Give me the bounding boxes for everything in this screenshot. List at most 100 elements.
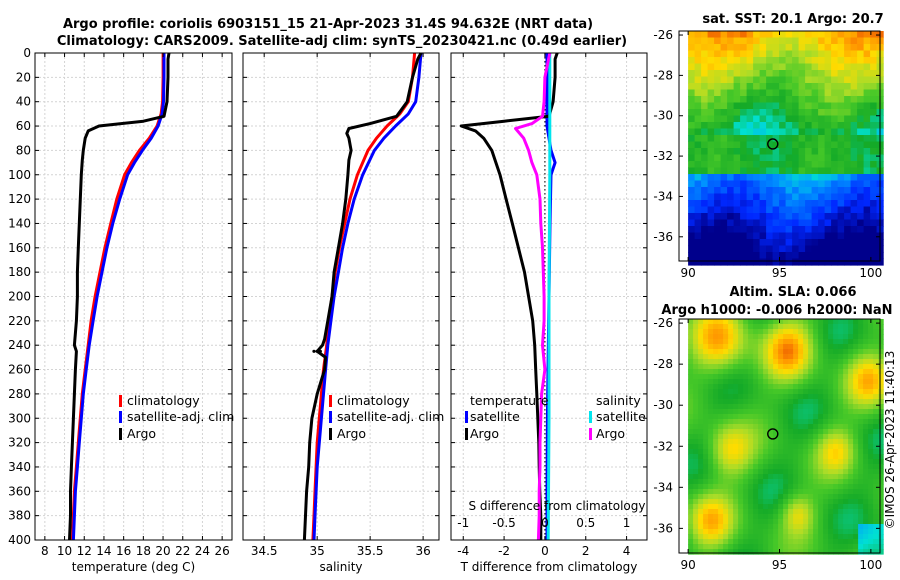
map-cell <box>688 504 694 510</box>
map-cell <box>792 31 800 39</box>
map-cell <box>688 31 696 39</box>
map-cell <box>818 394 824 400</box>
map-cell <box>733 429 739 435</box>
map-cell <box>778 449 784 455</box>
map-cell <box>811 70 819 78</box>
map-cell <box>779 226 787 234</box>
map-cell <box>720 50 728 58</box>
map-cell <box>693 519 699 525</box>
map-cell <box>785 128 793 136</box>
map-cell <box>693 439 699 445</box>
map-cell <box>688 419 694 425</box>
map-cell <box>818 509 824 515</box>
map-cell <box>792 96 800 104</box>
map-cell <box>694 102 702 110</box>
x-tick-label: 90 <box>680 266 695 280</box>
map-cell <box>783 354 789 360</box>
map-cell <box>703 539 709 545</box>
map-cell <box>753 534 759 540</box>
map-cell <box>788 464 794 470</box>
map-cell <box>768 374 774 380</box>
map-cell <box>728 524 734 530</box>
map-cell <box>753 539 759 545</box>
map-cell <box>773 364 779 370</box>
map-cell <box>853 424 859 430</box>
map-cell <box>823 484 829 490</box>
map-cell <box>870 167 878 175</box>
map-cell <box>798 319 804 325</box>
map-cell <box>793 519 799 525</box>
map-cell <box>773 454 779 460</box>
argo-sample-dot <box>312 349 316 353</box>
map-cell <box>857 37 865 45</box>
map-cell <box>718 519 724 525</box>
map-cell <box>768 389 774 395</box>
map-cell <box>843 444 849 450</box>
map-cell <box>870 57 878 65</box>
map-cell <box>788 394 794 400</box>
map-cell <box>743 494 749 500</box>
top-axis-tick-label: 1 <box>623 516 631 530</box>
map-cell <box>785 232 793 240</box>
map-cell <box>753 102 761 110</box>
map-cell <box>698 444 704 450</box>
map-cell <box>878 409 884 415</box>
map-cell <box>733 449 739 455</box>
map-cell <box>853 444 859 450</box>
map-cell <box>773 349 779 355</box>
map-cell <box>746 219 754 227</box>
map-cell <box>688 539 694 545</box>
map-cell <box>753 37 761 45</box>
map-cell <box>805 245 813 253</box>
map-cell <box>808 354 814 360</box>
map-cell <box>740 161 748 169</box>
map-cell <box>713 429 719 435</box>
map-cell <box>763 529 769 535</box>
map-cell <box>701 206 709 214</box>
map-cell <box>759 154 767 162</box>
map-cell <box>828 384 834 390</box>
legend-swatch-climatology <box>329 395 332 407</box>
map-cell <box>853 459 859 465</box>
map-cell <box>703 359 709 365</box>
map-cell <box>738 369 744 375</box>
map-cell <box>723 354 729 360</box>
map-cell <box>740 128 748 136</box>
map-cell <box>703 319 709 325</box>
map-cell <box>833 509 839 515</box>
map-cell <box>831 44 839 52</box>
map-cell <box>778 349 784 355</box>
map-cell <box>688 424 694 430</box>
map-cell <box>792 219 800 227</box>
map-cell <box>743 399 749 405</box>
legend-swatch-temp-argo <box>465 428 468 440</box>
map-cell <box>798 449 804 455</box>
map-cell <box>813 469 819 475</box>
map-cell <box>805 102 813 110</box>
map-cell <box>818 464 824 470</box>
map-cell <box>823 549 829 555</box>
map-cell <box>759 187 767 195</box>
map-cell <box>723 349 729 355</box>
map-cell <box>853 349 859 355</box>
map-cell <box>878 519 884 525</box>
map-cell <box>772 31 780 39</box>
map-cell <box>733 31 741 39</box>
map-cell <box>785 219 793 227</box>
map-cell <box>850 180 858 188</box>
map-cell <box>772 193 780 201</box>
legend-label-argo: Argo <box>127 426 156 441</box>
map-cell <box>818 245 826 253</box>
map-cell <box>798 57 806 65</box>
map-cell <box>743 459 749 465</box>
map-cell <box>857 102 865 110</box>
map-cell <box>837 89 845 97</box>
map-cell <box>813 459 819 465</box>
map-cell <box>740 76 748 84</box>
map-cell <box>788 389 794 395</box>
map-cell <box>818 174 826 182</box>
argo-location-marker <box>767 428 779 440</box>
map-cell <box>828 324 834 330</box>
map-cell <box>788 399 794 405</box>
map-cell <box>863 226 871 234</box>
